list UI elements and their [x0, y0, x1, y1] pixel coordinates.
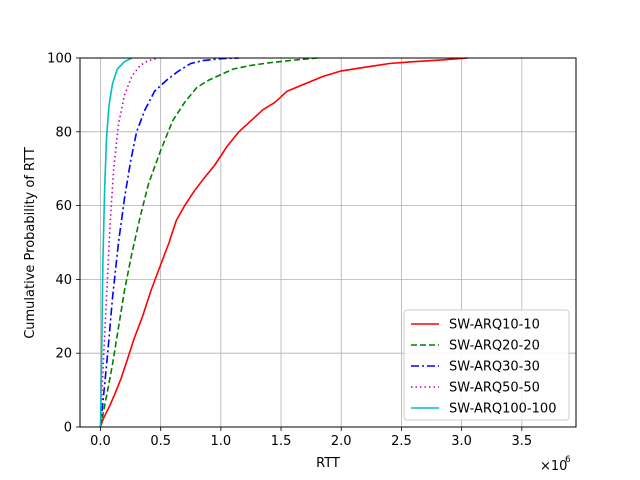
x-tick-label: 0.0 [90, 434, 111, 449]
y-axis-ticks: 0 20 40 60 80 100 [47, 52, 80, 436]
x-tick-label: 2.0 [331, 434, 352, 449]
legend-label-2: SW-ARQ30-30 [449, 360, 540, 375]
y-axis-label: Cumulative Probability of RTT [23, 147, 38, 339]
series-line-2 [99, 57, 239, 428]
x-tick-label: 3.0 [451, 434, 472, 449]
x-tick-label: 2.5 [391, 434, 412, 449]
y-tick-label: 100 [47, 52, 72, 67]
series-line-0 [99, 57, 468, 428]
series-lines [99, 57, 468, 428]
y-tick-label: 20 [55, 347, 72, 362]
y-tick-label: 40 [55, 273, 72, 288]
x-axis-offset: ×10 6 [540, 455, 571, 474]
series-line-1 [99, 57, 318, 428]
x-axis-offset-base: ×10 [540, 459, 567, 474]
legend-label-3: SW-ARQ50-50 [449, 381, 540, 396]
x-axis-offset-exponent: 6 [565, 455, 571, 465]
x-tick-label: 1.5 [271, 434, 292, 449]
x-axis-ticks: 0.0 0.5 1.0 1.5 2.0 2.5 3.0 3.5 [90, 427, 532, 449]
y-tick-label: 0 [64, 421, 72, 436]
legend-box [403, 309, 570, 421]
legend-label-1: SW-ARQ20-20 [449, 339, 540, 354]
series-line-3 [99, 57, 159, 428]
x-axis-label: RTT [316, 456, 340, 471]
x-tick-label: 1.0 [211, 434, 232, 449]
y-tick-label: 80 [55, 125, 72, 140]
x-tick-label: 0.5 [150, 434, 171, 449]
legend-label-0: SW-ARQ10-10 [449, 318, 540, 333]
series-line-4 [99, 57, 133, 428]
legend-label-4: SW-ARQ100-100 [449, 402, 556, 417]
plot-frame [79, 57, 577, 428]
legend: SW-ARQ10-10 SW-ARQ20-20 SW-ARQ30-30 SW-ARQ5… [403, 309, 570, 421]
y-tick-label: 60 [55, 199, 72, 214]
x-tick-label: 3.5 [511, 434, 532, 449]
